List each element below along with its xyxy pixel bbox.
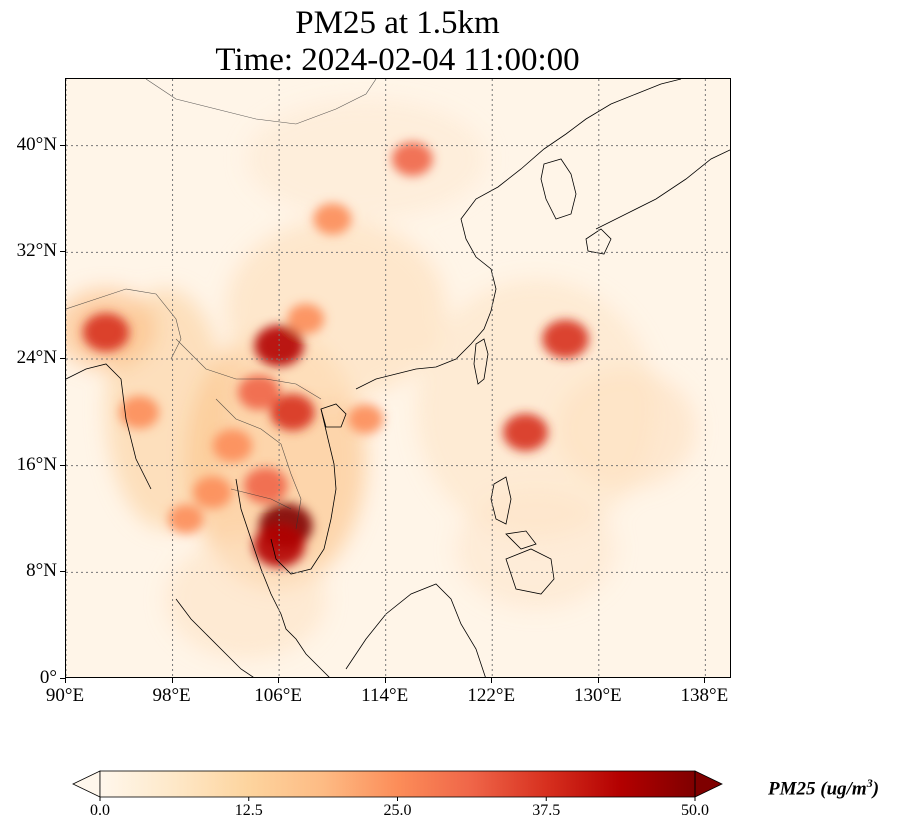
hainan-island — [320, 403, 347, 428]
colorbar-ticks — [99, 797, 696, 801]
pm25-hotspot — [313, 203, 352, 235]
longitude-tick-label: 130°E — [573, 685, 622, 706]
indochina-coast — [235, 478, 330, 677]
vietnam-coast — [270, 408, 337, 575]
latitude-tick-label: 16°N — [16, 453, 57, 475]
colorbar-title: PM25 (ug/m3) — [768, 776, 879, 800]
longitude-tick-mark — [65, 678, 66, 683]
pm25-hotspot — [243, 467, 288, 504]
latitude-tick-label: 32°N — [16, 240, 57, 262]
malay-peninsula — [175, 598, 254, 677]
graticule — [66, 79, 730, 677]
pm25-hotspot — [542, 319, 589, 359]
pm25-hotspot — [237, 374, 281, 410]
longitude-tick-label: 106°E — [254, 685, 302, 706]
pm25-hotspot — [287, 303, 325, 335]
pm25-hotspot — [119, 395, 160, 429]
pm25-hotspots — [82, 142, 589, 568]
longitude-tick-mark — [597, 678, 599, 683]
longitude-tick-mark — [171, 678, 173, 683]
latitude-tick-mark — [60, 464, 65, 466]
pm25-hotspot — [212, 429, 253, 463]
colorbar-gradient — [100, 771, 695, 797]
colorbar-title-exponent: 3 — [866, 776, 873, 790]
latitude-tick-mark — [60, 358, 65, 359]
latitude-tick-label: 0° — [39, 667, 57, 688]
china-coast — [355, 79, 682, 390]
latitude-tick-mark — [60, 678, 65, 679]
korean-peninsula — [540, 158, 577, 220]
longitude-tick-label: 98°E — [152, 685, 191, 706]
longitude-tick-label: 114°E — [361, 685, 409, 706]
map-title-line2: Time: 2024-02-04 11:00:00 — [215, 42, 580, 78]
longitude-tick-label: 90°E — [45, 685, 85, 706]
latitude-tick-label: 24°N — [16, 347, 57, 368]
colorbar-max-extend — [694, 770, 723, 798]
borneo-coast — [345, 583, 486, 677]
pm25-hotspot — [168, 504, 204, 534]
longitude-tick-mark — [278, 678, 280, 683]
taiwan-island — [473, 338, 489, 385]
colorbar-tick-label: 12.5 — [234, 802, 263, 819]
longitude-tick-mark — [704, 678, 706, 683]
pm25-hotspot — [348, 404, 384, 434]
bay-of-bengal-coast — [66, 363, 152, 490]
pm25-hotspot — [82, 312, 130, 352]
mindanao-island — [505, 548, 555, 595]
pm25-hotspot — [193, 476, 232, 509]
pm25-hotspot — [502, 413, 549, 452]
longitude-tick-mark — [384, 678, 386, 683]
pm25-field-map — [66, 79, 730, 677]
longitude-tick-mark — [491, 678, 493, 683]
colorbar-title-close: ) — [872, 778, 880, 800]
colorbar-tick-label: 50.0 — [681, 802, 709, 819]
pm25-hotspot — [270, 393, 315, 431]
colorbar-title-text: PM25 (ug/m — [768, 778, 867, 800]
map-panel — [65, 78, 731, 678]
map-title-line1: PM25 at 1.5km — [295, 5, 500, 41]
country-borders — [66, 79, 377, 530]
japan-coast — [595, 149, 730, 230]
latitude-tick-mark — [60, 144, 65, 146]
longitude-tick-label: 138°E — [680, 685, 729, 706]
colorbar-tick-label: 0.0 — [90, 802, 110, 819]
coastlines — [66, 79, 730, 677]
pm25-hotspot — [391, 142, 433, 176]
colorbar-outline — [99, 770, 696, 798]
visayas-islands — [505, 530, 537, 550]
colorbar-tick-label: 25.0 — [383, 802, 412, 819]
latitude-tick-label: 40°N — [16, 133, 57, 155]
latitude-tick-mark — [60, 571, 65, 573]
longitude-tick-label: 122°E — [467, 685, 516, 706]
colorbar-min-extend — [72, 770, 101, 798]
colorbar-tick-label: 37.5 — [532, 802, 561, 819]
luzon-island — [490, 476, 512, 525]
latitude-tick-mark — [60, 251, 65, 253]
latitude-tick-label: 8°N — [26, 560, 57, 582]
